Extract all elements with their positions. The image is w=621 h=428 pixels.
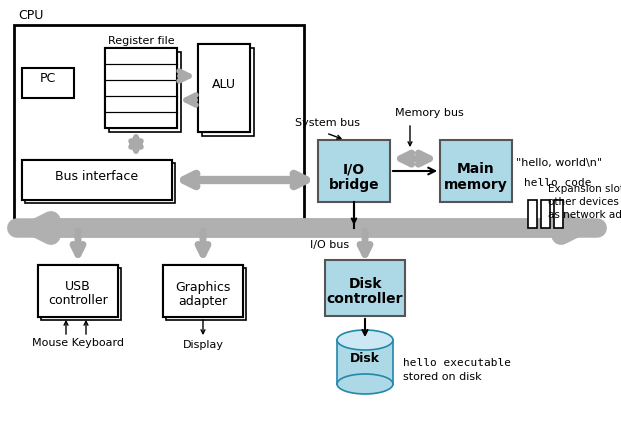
Ellipse shape [337, 374, 393, 394]
Bar [325, 260, 405, 316]
Text: Expansion slots for: Expansion slots for [548, 184, 621, 194]
Text: Graphics: Graphics [175, 280, 230, 294]
Text: USB: USB [65, 280, 91, 294]
Bar [166, 268, 246, 320]
Ellipse shape [337, 330, 393, 350]
Bar [105, 48, 177, 128]
Text: bridge: bridge [329, 178, 379, 192]
Bar [440, 140, 512, 202]
Text: CPU: CPU [18, 9, 43, 22]
Text: hello executable: hello executable [403, 358, 511, 368]
Bar [41, 268, 121, 320]
Text: Disk: Disk [348, 277, 382, 291]
Text: Memory bus: Memory bus [395, 108, 464, 118]
Bar [202, 48, 254, 136]
Text: Mouse Keyboard: Mouse Keyboard [32, 338, 124, 348]
Bar [38, 265, 118, 317]
Bar [14, 25, 304, 220]
Bar [22, 160, 172, 200]
Text: I/O bus: I/O bus [310, 240, 350, 250]
Bar [198, 44, 250, 132]
Text: controller: controller [327, 292, 403, 306]
Text: Register file: Register file [107, 36, 175, 46]
Bar [25, 163, 175, 203]
Text: controller: controller [48, 294, 108, 307]
Bar [541, 200, 550, 228]
Text: Main: Main [457, 162, 495, 176]
Text: memory: memory [444, 178, 508, 192]
Text: Bus interface: Bus interface [55, 169, 138, 182]
Bar [163, 265, 243, 317]
Text: ALU: ALU [212, 77, 236, 90]
Bar [109, 52, 181, 132]
Text: as network adapters: as network adapters [548, 210, 621, 220]
Bar [528, 200, 537, 228]
Bar [22, 68, 74, 98]
Text: I/O: I/O [343, 162, 365, 176]
Text: stored on disk: stored on disk [403, 372, 482, 382]
Text: other devices such: other devices such [548, 197, 621, 207]
Bar [554, 200, 563, 228]
Bar [318, 140, 390, 202]
Bar [198, 44, 250, 132]
Text: System bus: System bus [295, 118, 360, 128]
Text: adapter: adapter [178, 294, 227, 307]
Bar [105, 48, 177, 128]
Text: Disk: Disk [350, 351, 380, 365]
Text: Display: Display [183, 340, 224, 350]
Bar [163, 265, 243, 317]
Text: "hello, world\n": "hello, world\n" [516, 158, 602, 168]
Text: hello code: hello code [524, 178, 591, 188]
Bar [337, 340, 393, 384]
Bar [38, 265, 118, 317]
Text: PC: PC [40, 71, 56, 84]
Bar [22, 160, 172, 200]
